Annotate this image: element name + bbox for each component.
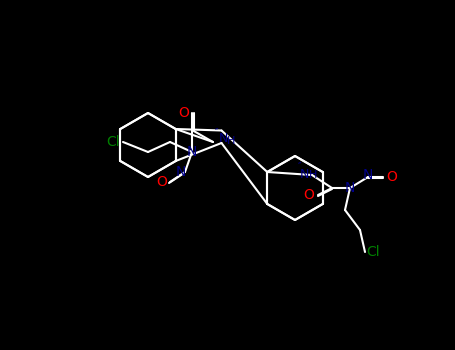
Text: Cl: Cl	[106, 135, 120, 149]
Text: N: N	[187, 145, 197, 159]
Text: N: N	[363, 168, 373, 182]
Text: H: H	[227, 136, 235, 146]
Text: N: N	[176, 165, 186, 179]
Text: N: N	[299, 168, 308, 182]
Text: O: O	[157, 175, 167, 189]
Text: ′′: ′′	[298, 162, 302, 172]
Text: H: H	[309, 170, 317, 180]
Text: O: O	[387, 170, 397, 184]
Text: O: O	[178, 106, 189, 120]
Text: Cl: Cl	[366, 245, 380, 259]
Text: N: N	[345, 181, 355, 195]
Text: O: O	[303, 188, 314, 202]
Text: ′′: ′′	[215, 128, 219, 138]
Text: N: N	[218, 132, 228, 145]
